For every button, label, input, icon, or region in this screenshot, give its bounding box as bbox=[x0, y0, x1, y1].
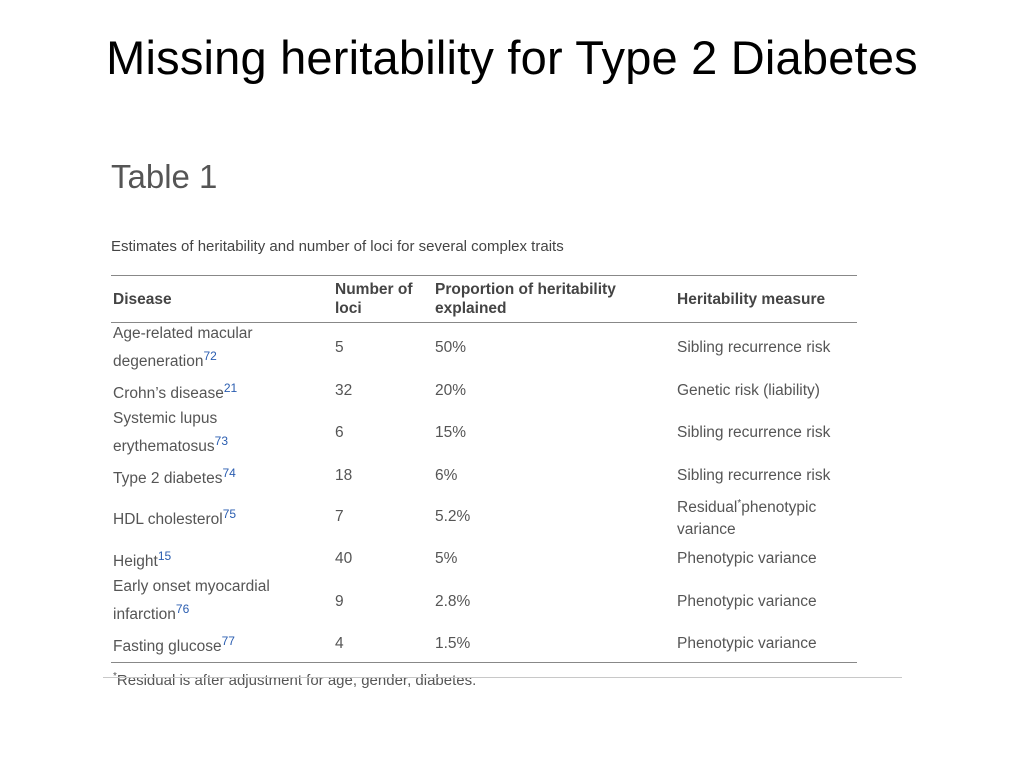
footnote-mark: * bbox=[113, 671, 117, 682]
reference-link[interactable]: 75 bbox=[222, 507, 237, 522]
slide-title: Missing heritability for Type 2 Diabetes bbox=[106, 31, 918, 84]
disease-name-line1: Systemic lupus bbox=[113, 410, 218, 428]
cell-loci: 40 bbox=[335, 549, 353, 567]
cell-measure: Genetic risk (liability) bbox=[677, 381, 820, 399]
cell-disease: Fasting glucose77 bbox=[111, 627, 333, 663]
header-proportion: Proportion of heritability explained bbox=[433, 276, 675, 323]
cell-disease: Type 2 diabetes74 bbox=[111, 458, 333, 493]
table-row: HDL cholesterol75 7 5.2% Residual*phenot… bbox=[111, 493, 857, 541]
cell-loci: 6 bbox=[335, 424, 344, 442]
reference-link[interactable]: 77 bbox=[221, 634, 235, 649]
cell-proportion: 20% bbox=[435, 381, 467, 399]
disease-name-line2: erythematosus bbox=[113, 438, 215, 456]
cell-proportion: 1.5% bbox=[435, 635, 471, 653]
heritability-table-container: Disease Number of loci Proportion of her… bbox=[111, 275, 857, 695]
header-proportion-line1: Proportion of heritability bbox=[435, 281, 616, 298]
cell-proportion: 15% bbox=[435, 424, 467, 442]
footnote-text: Residual is after adjustment for age, ge… bbox=[116, 671, 477, 689]
table-row: Age-related macular degeneration72 5 50%… bbox=[111, 323, 857, 374]
cell-proportion: 6% bbox=[435, 466, 458, 484]
reference-link[interactable]: 73 bbox=[214, 434, 229, 449]
cell-disease: HDL cholesterol75 bbox=[111, 493, 333, 541]
table-row: Type 2 diabetes74 18 6% Sibling recurren… bbox=[111, 458, 857, 493]
table-row: Systemic lupus erythematosus73 6 15% Sib… bbox=[111, 408, 857, 458]
table-row: Fasting glucose77 4 1.5% Phenotypic vari… bbox=[111, 627, 857, 663]
bottom-divider bbox=[103, 677, 902, 678]
cell-disease: Early onset myocardial infarction76 bbox=[111, 576, 333, 626]
reference-link[interactable]: 74 bbox=[222, 465, 236, 480]
header-disease: Disease bbox=[111, 276, 333, 323]
header-loci-line1: Number of bbox=[335, 281, 413, 298]
disease-name: Type 2 diabetes bbox=[113, 469, 223, 487]
cell-loci: 32 bbox=[335, 381, 353, 399]
cell-proportion: 5.2% bbox=[435, 508, 471, 526]
cell-disease: Systemic lupus erythematosus73 bbox=[111, 408, 333, 458]
cell-measure: Phenotypic variance bbox=[677, 592, 817, 610]
cell-measure: Phenotypic variance bbox=[677, 635, 817, 653]
cell-measure: Sibling recurrence risk bbox=[677, 339, 831, 357]
disease-name-line2: infarction bbox=[113, 606, 176, 624]
disease-name: Fasting glucose bbox=[113, 638, 222, 656]
reference-link[interactable]: 21 bbox=[223, 380, 238, 395]
cell-measure: Sibling recurrence risk bbox=[677, 466, 831, 484]
header-loci-line2: loci bbox=[335, 300, 362, 317]
cell-loci: 5 bbox=[335, 339, 344, 357]
measure-part1: Residual bbox=[677, 499, 738, 517]
table-row: Early onset myocardial infarction76 9 2.… bbox=[111, 576, 857, 626]
table-footnote: *Residual is after adjustment for age, g… bbox=[111, 661, 857, 695]
table-row: Height15 40 5% Phenotypic variance bbox=[111, 541, 857, 576]
disease-name-line2: degeneration bbox=[113, 353, 204, 371]
reference-link[interactable]: 72 bbox=[203, 349, 217, 363]
cell-measure: Phenotypic variance bbox=[677, 549, 817, 567]
footnote-row: *Residual is after adjustment for age, g… bbox=[111, 661, 857, 695]
cell-measure: Sibling recurrence risk bbox=[677, 424, 831, 442]
cell-loci: 4 bbox=[335, 635, 344, 653]
reference-link[interactable]: 15 bbox=[157, 548, 172, 563]
cell-proportion: 50% bbox=[435, 339, 467, 357]
header-row: Disease Number of loci Proportion of her… bbox=[111, 276, 857, 323]
disease-name: Crohn’s disease bbox=[113, 384, 224, 402]
cell-proportion: 2.8% bbox=[435, 592, 471, 610]
cell-measure: Residual*phenotypic variance bbox=[675, 493, 857, 541]
disease-name-line1: Early onset myocardial bbox=[113, 578, 270, 596]
header-number-of-loci: Number of loci bbox=[333, 276, 433, 323]
cell-loci: 18 bbox=[335, 466, 353, 484]
heritability-table: Disease Number of loci Proportion of her… bbox=[111, 276, 857, 695]
measure-part2: phenotypic bbox=[741, 499, 817, 517]
cell-disease: Crohn’s disease21 bbox=[111, 373, 333, 408]
header-heritability-measure: Heritability measure bbox=[675, 276, 857, 323]
table-row: Crohn’s disease21 32 20% Genetic risk (l… bbox=[111, 373, 857, 408]
cell-disease: Height15 bbox=[111, 541, 333, 576]
disease-name: HDL cholesterol bbox=[113, 511, 223, 529]
header-proportion-line2: explained bbox=[435, 300, 507, 317]
cell-loci: 9 bbox=[335, 592, 344, 610]
reference-link[interactable]: 76 bbox=[175, 602, 190, 617]
cell-loci: 7 bbox=[335, 508, 344, 526]
measure-line2: variance bbox=[677, 521, 736, 539]
disease-name: Height bbox=[113, 553, 158, 571]
footnote-marker: * bbox=[737, 498, 742, 510]
table-caption: Estimates of heritability and number of … bbox=[111, 238, 564, 255]
cell-disease: Age-related macular degeneration72 bbox=[111, 323, 333, 374]
disease-name-line1: Age-related macular bbox=[113, 325, 253, 342]
cell-proportion: 5% bbox=[435, 549, 458, 567]
table-heading: Table 1 bbox=[111, 158, 218, 195]
